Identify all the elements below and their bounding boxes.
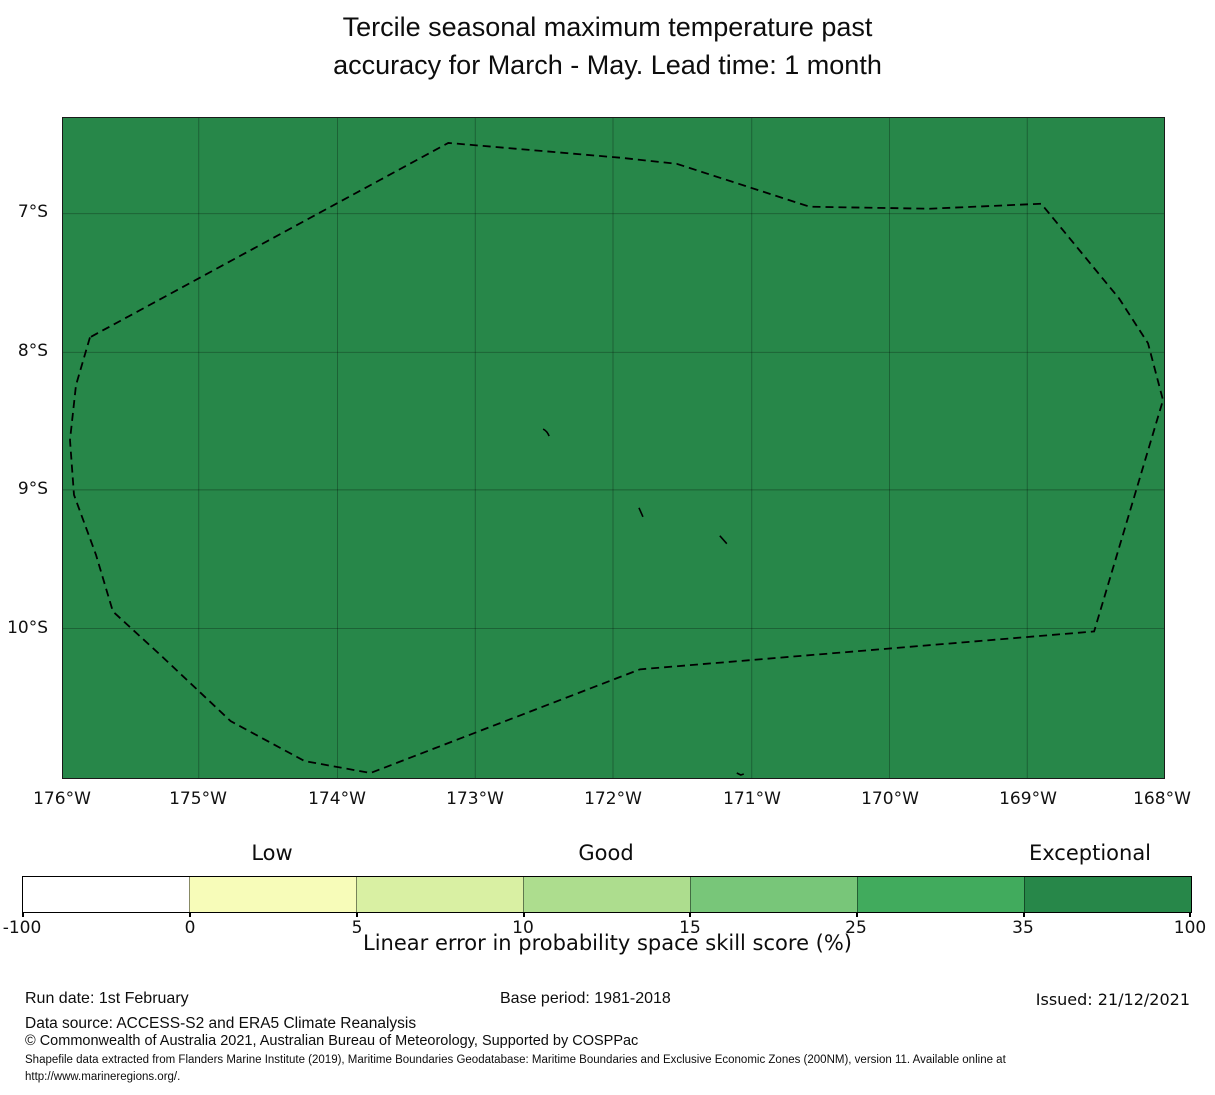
colorbar-tickmark (689, 912, 691, 917)
x-tick-173w: 173°W (446, 789, 504, 809)
colorbar-tickmark (189, 912, 191, 917)
base-period-text: Base period: 1981-2018 (500, 990, 671, 1007)
island-marks (542, 428, 745, 776)
x-tick-174w: 174°W (308, 789, 366, 809)
x-tick-168w: 168°W (1133, 789, 1191, 809)
colorbar-tickmark (1189, 912, 1191, 917)
x-tick-169w: 169°W (999, 789, 1057, 809)
y-tick-9s: 9°S (17, 479, 48, 499)
colorbar-tick-25: 25 (845, 918, 867, 938)
colorbar (22, 876, 1192, 913)
copyright-text: © Commonwealth of Australia 2021, Austra… (25, 1033, 639, 1049)
y-tick-10s: 10°S (7, 618, 48, 638)
colorbar-segment-7 (1024, 877, 1191, 912)
colorbar-category-good: Good (578, 841, 634, 865)
shapefile-attribution-line-1: Shapefile data extracted from Flanders M… (25, 1054, 1006, 1066)
colorbar-segment-4 (523, 877, 690, 912)
colorbar-tick-15: 15 (679, 918, 701, 938)
colorbar-tickmark (22, 912, 24, 917)
map-panel (62, 117, 1165, 779)
y-tick-8s: 8°S (17, 341, 48, 361)
colorbar-tickmark (856, 912, 858, 917)
colorbar-tick-5: 5 (351, 918, 363, 938)
colorbar-tick-10: 10 (512, 918, 534, 938)
data-source-text: Data source: ACCESS-S2 and ERA5 Climate … (25, 1015, 417, 1032)
run-date-text: Run date: 1st February (25, 990, 189, 1007)
colorbar-tick-neg100: -100 (2, 918, 42, 938)
issued-date-text: Issued: 21/12/2021 (1035, 990, 1190, 1009)
island-mark-2 (638, 507, 644, 518)
colorbar-segment-2 (189, 877, 356, 912)
colorbar-tick-100: 100 (1173, 918, 1207, 938)
x-tick-172w: 172°W (584, 789, 642, 809)
page-title: Tercile seasonal maximum temperature pas… (0, 8, 1215, 84)
map-canvas (63, 118, 1164, 778)
title-line-1: Tercile seasonal maximum temperature pas… (342, 12, 873, 42)
shapefile-attribution-line-2: http://www.marineregions.org/. (25, 1071, 181, 1083)
x-tick-170w: 170°W (861, 789, 919, 809)
colorbar-category-exceptional: Exceptional (1028, 841, 1152, 865)
island-mark-1 (542, 428, 550, 437)
y-tick-7s: 7°S (17, 202, 48, 222)
colorbar-tickmark (1023, 912, 1025, 917)
colorbar-tickmark (523, 912, 525, 917)
island-mark-4 (736, 772, 745, 776)
colorbar-tickmark (356, 912, 358, 917)
title-line-2: accuracy for March - May. Lead time: 1 m… (333, 50, 882, 80)
colorbar-tick-0: 0 (184, 918, 196, 938)
island-mark-3 (719, 535, 728, 545)
graticule-gridlines (63, 118, 1164, 778)
colorbar-tick-35: 35 (1012, 918, 1034, 938)
x-tick-175w: 175°W (169, 789, 227, 809)
x-tick-171w: 171°W (723, 789, 781, 809)
colorbar-segment-5 (690, 877, 857, 912)
colorbar-axis-label: Linear error in probability space skill … (363, 931, 852, 955)
colorbar-segment-6 (857, 877, 1024, 912)
colorbar-category-low: Low (251, 841, 293, 865)
eez-boundary-outline (69, 142, 1164, 774)
colorbar-segment-1 (23, 877, 189, 912)
x-tick-176w: 176°W (33, 789, 91, 809)
colorbar-segment-3 (356, 877, 523, 912)
